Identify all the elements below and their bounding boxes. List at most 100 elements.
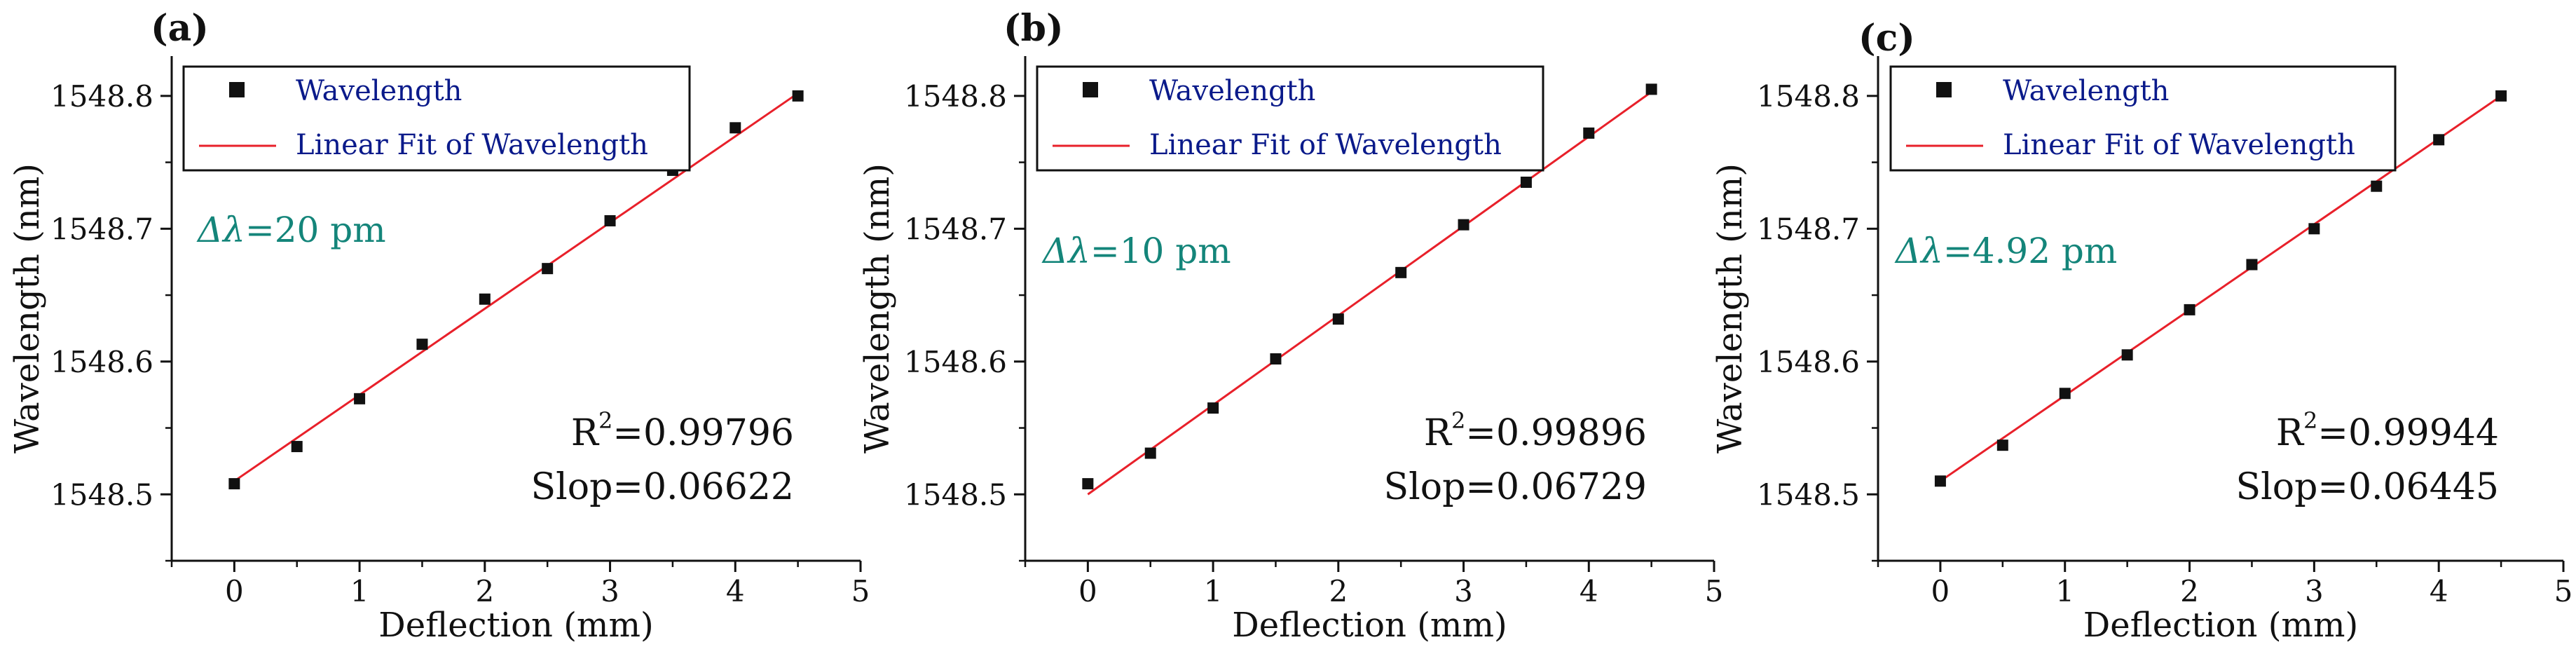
r-squared-annotation: R2=0.99796 [571, 407, 794, 454]
y-axis-title: Wavelength (nm) [1711, 163, 1750, 454]
data-point [1207, 402, 1219, 414]
panel-3: (c) 0 1 2 3 4 5 1548.5 1548.6 1548.7 1548.8 Deflect… [1711, 17, 2572, 645]
data-point [1646, 83, 1657, 95]
data-point [2308, 223, 2320, 234]
data-point [1935, 475, 1946, 486]
x-tick-label: 2 [475, 574, 494, 608]
legend-label-wavelength: Wavelength [296, 75, 462, 107]
x-tick-label: 3 [1454, 574, 1473, 608]
y-tick-label: 1548.5 [904, 477, 1007, 512]
panel-label: (b) [1003, 7, 1064, 50]
panel-label: (c) [1858, 17, 1915, 60]
data-point [2371, 181, 2382, 192]
panel-2: (b)0 1 2 3 4 51548.51548.61548.71548.8Deflect… [858, 7, 1723, 645]
y-axis-title: Wavelength (nm) [8, 163, 47, 454]
y-tick-label: 1548.8 [1757, 79, 1860, 114]
x-tick-label: 5 [1705, 574, 1724, 608]
data-point [1270, 353, 1281, 364]
legend: Wavelength Linear Fit of Wavelength [1891, 67, 2395, 170]
data-point [1082, 478, 1093, 489]
data-point [542, 263, 553, 274]
delta-lambda-symbol: Δλ [1894, 231, 1943, 271]
legend-marker-square [1083, 82, 1098, 97]
y-tick-label: 1548.7 [904, 212, 1007, 246]
x-tick-label: 1 [1204, 574, 1223, 608]
data-point [2122, 349, 2133, 360]
data-point [1145, 448, 1156, 459]
x-tick-label: 3 [601, 574, 619, 608]
legend: Wavelength Linear Fit of Wavelength [184, 67, 690, 170]
legend-label-fit: Linear Fit of Wavelength [2003, 129, 2355, 161]
delta-lambda-symbol: Δλ [196, 210, 245, 250]
x-tick-label: 3 [2305, 574, 2324, 608]
x-tick-label: 1 [2055, 574, 2074, 608]
delta-lambda-annotation: Δλ=20 pm [196, 210, 386, 250]
y-tick-label: 1548.8 [904, 79, 1007, 114]
y-tick-label: 1548.5 [1757, 477, 1860, 512]
data-point [2246, 259, 2257, 270]
data-point [1395, 267, 1406, 278]
y-tick-label: 1548.6 [50, 345, 153, 379]
r-squared-value: =0.99796 [612, 412, 794, 454]
data-point [1458, 219, 1469, 231]
panel-label: (a) [151, 7, 209, 50]
data-point [1333, 313, 1344, 325]
data-point [479, 294, 491, 305]
r-squared-superscript: 2 [1451, 407, 1465, 434]
r-squared-prefix: R [1424, 412, 1453, 454]
y-tick-label: 1548.6 [1757, 345, 1860, 379]
r-squared-prefix: R [571, 412, 600, 454]
r-squared-value: =0.99896 [1465, 412, 1647, 454]
delta-lambda-value: =4.92 pm [1943, 231, 2118, 271]
x-tick-label: 2 [1329, 574, 1348, 608]
r-squared-value: =0.99944 [2317, 412, 2499, 454]
slope-annotation: Slop=0.06445 [2236, 466, 2499, 508]
delta-lambda-value: =20 pm [245, 210, 386, 250]
figure: (a) 0 1 2 3 4 5 1548.5 1548.6 1548.7 1548.8 Deflect… [0, 0, 2576, 661]
r-squared-prefix: R [2276, 412, 2305, 454]
legend-marker-square [1936, 82, 1952, 97]
x-tick-label: 4 [726, 574, 745, 608]
legend: Wavelength Linear Fit of Wavelength [1037, 67, 1543, 170]
slope-annotation: Slop=0.06622 [531, 466, 794, 508]
data-point [1583, 128, 1594, 139]
x-tick-label: 0 [1931, 574, 1950, 608]
x-axis-title: Deflection (mm) [1232, 606, 1507, 645]
x-axis-title: Deflection (mm) [378, 606, 653, 645]
slope-annotation: Slop=0.06729 [1384, 466, 1647, 508]
y-tick-label: 1548.7 [1757, 212, 1860, 246]
x-tick-label: 0 [225, 574, 244, 608]
r-squared-superscript: 2 [598, 407, 612, 434]
panel-1: (a) 0 1 2 3 4 5 1548.5 1548.6 1548.7 1548.8 Deflect… [8, 7, 870, 645]
y-axis-title: Wavelength (nm) [858, 163, 897, 454]
y-tick-label: 1548.8 [50, 79, 153, 114]
delta-lambda-value: =10 pm [1090, 231, 1231, 271]
r-squared-annotation: R2=0.99896 [1424, 407, 1647, 454]
data-point [793, 90, 804, 102]
data-point [228, 478, 240, 489]
legend-label-wavelength: Wavelength [2003, 75, 2169, 107]
delta-lambda-annotation: Δλ=4.92 pm [1894, 231, 2117, 271]
y-tick-label: 1548.5 [50, 477, 153, 512]
data-point [1521, 177, 1532, 188]
data-point [2060, 388, 2071, 399]
x-axis-title: Deflection (mm) [2083, 606, 2358, 645]
data-point [729, 122, 741, 133]
x-tick-label: 1 [350, 574, 369, 608]
data-point [416, 339, 427, 350]
x-tick-label: 4 [2430, 574, 2448, 608]
data-point [2433, 134, 2444, 145]
legend-marker-square [229, 82, 245, 97]
r-squared-superscript: 2 [2303, 407, 2317, 434]
data-point [354, 393, 365, 404]
legend-label-wavelength: Wavelength [1149, 75, 1315, 107]
delta-lambda-symbol: Δλ [1041, 231, 1090, 271]
delta-lambda-annotation: Δλ=10 pm [1041, 231, 1231, 271]
x-tick-label: 5 [2554, 574, 2573, 608]
y-tick-label: 1548.6 [904, 345, 1007, 379]
legend-label-fit: Linear Fit of Wavelength [1149, 129, 1502, 161]
legend-label-fit: Linear Fit of Wavelength [296, 129, 648, 161]
data-point [1997, 439, 2008, 451]
x-tick-label: 4 [1580, 574, 1598, 608]
y-tick-label: 1548.7 [50, 212, 153, 246]
